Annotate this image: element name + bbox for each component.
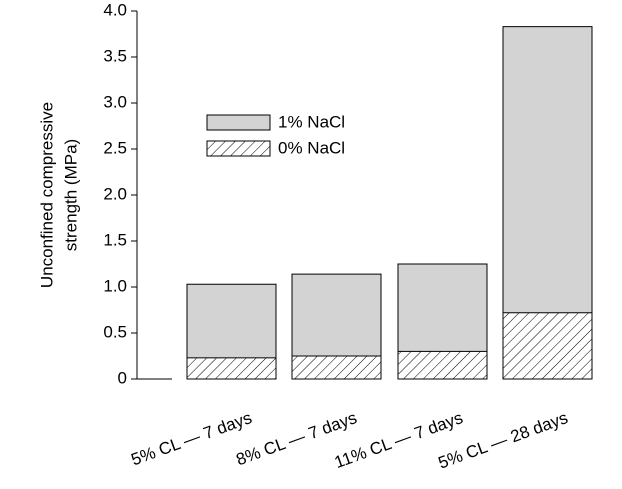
legend-swatch bbox=[206, 114, 271, 131]
bar bbox=[186, 357, 277, 380]
y-axis-label: Unconfined compressive bbox=[37, 102, 56, 288]
y-axis-label: strength (MPa) bbox=[61, 139, 80, 251]
legend-swatch bbox=[206, 140, 271, 157]
y-tick-label: 1.0 bbox=[103, 276, 127, 295]
y-tick-label: 1.5 bbox=[103, 230, 127, 249]
x-tick-label: 5% CL — 7 days bbox=[129, 408, 255, 469]
bar bbox=[397, 350, 488, 380]
y-tick-label: 2.0 bbox=[103, 184, 127, 203]
y-tick-label: 4.0 bbox=[103, 0, 127, 19]
y-tick-label: 0.5 bbox=[103, 322, 127, 341]
bar bbox=[291, 355, 382, 380]
bar bbox=[502, 312, 593, 380]
y-tick-label: 2.5 bbox=[103, 138, 127, 157]
y-tick-label: 3.0 bbox=[103, 92, 127, 111]
y-tick-label: 3.5 bbox=[103, 46, 127, 65]
legend-label: 1% NaCl bbox=[278, 112, 345, 131]
legend-label: 0% NaCl bbox=[278, 138, 345, 157]
y-tick-label: 0 bbox=[118, 368, 127, 387]
